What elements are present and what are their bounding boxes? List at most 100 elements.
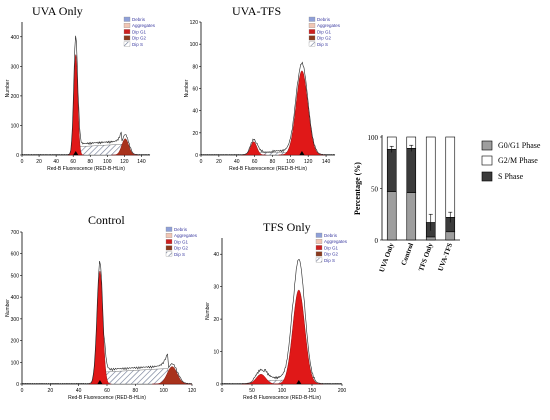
x-tick-label: 100: [103, 159, 112, 165]
dip-g1-peak: [241, 141, 267, 156]
legend-label: Dip G2: [174, 246, 189, 251]
legend-label: Dip G1: [174, 239, 189, 244]
histogram-outline: [21, 261, 193, 385]
legend-label: Aggregates: [324, 239, 348, 244]
y-tick-label: 100: [11, 123, 20, 129]
x-tick-label: 200: [338, 388, 347, 394]
panel-title: UVA Only: [32, 4, 83, 18]
y-tick-label: 300: [11, 317, 20, 323]
y-tick-label: 100: [368, 134, 379, 142]
y-tick-label: 200: [11, 94, 20, 100]
dip-s-area: [103, 368, 169, 385]
legend-label: Dip S: [317, 42, 328, 47]
legend-swatch: [308, 35, 316, 41]
x-tick-label: 0: [21, 159, 24, 165]
legend-label: Dip G2: [324, 252, 339, 257]
x-tick-label: 40: [234, 159, 240, 165]
y-tick-label: 0: [16, 382, 19, 388]
y-tick-label: 100: [11, 360, 20, 366]
legend-label: Dip G2: [317, 36, 332, 41]
y-tick-label: 0: [375, 237, 379, 245]
x-tick-label: 60: [104, 388, 110, 394]
peak-marker: [299, 151, 305, 155]
x-tick-label: 60: [70, 159, 76, 165]
dip-g1-peak: [88, 270, 112, 385]
peak-marker: [73, 151, 79, 155]
x-tick-label: 120: [304, 159, 313, 165]
x-tick-label: 140: [137, 159, 146, 165]
legend-swatch: [165, 239, 173, 245]
legend-swatch: [165, 226, 173, 232]
histogram-panel: UVA-TFS 0 20 40 60 80 100 120 0 20 40 60 80 100 120 140…: [184, 4, 341, 172]
legend-swatch: [123, 29, 131, 35]
bar-segment: [386, 191, 397, 241]
x-tick-label: 100: [286, 159, 295, 165]
x-tick-label: 20: [216, 159, 222, 165]
dip-g1-peak: [67, 53, 84, 156]
dip-s-area: [78, 144, 123, 156]
category-label: UVA Only: [378, 241, 396, 273]
y-axis-label: Number: [5, 299, 11, 317]
legend-label: Dip G1: [132, 29, 147, 34]
x-axis-label: Red-B Fluorescence (RED-B-HLin): [229, 166, 307, 172]
y-tick-label: 30: [213, 285, 219, 291]
y-tick-label: 700: [11, 230, 20, 236]
x-tick-label: 40: [76, 388, 82, 394]
bar-segment: [425, 136, 436, 223]
legend-swatch: [315, 251, 323, 257]
legend-label: G2/M Phase: [498, 156, 538, 165]
y-tick-label: 200: [11, 339, 20, 345]
dip-g2-peak: [274, 289, 323, 385]
legend-swatch: [481, 155, 493, 166]
category-label: Control: [400, 242, 415, 267]
legend-swatch: [315, 257, 323, 263]
y-axis-label: Number: [205, 302, 211, 320]
y-tick-label: 300: [11, 64, 20, 70]
legend-swatch: [165, 245, 173, 251]
legend-label: Debris: [174, 227, 188, 232]
y-tick-label: 80: [192, 64, 198, 70]
y-axis-label: Number: [184, 79, 190, 97]
y-tick-label: 20: [213, 317, 219, 323]
histogram-panel: TFS Only 0 10 20 30 40 0 50 100 150 200 Red-B Fluor…: [205, 220, 348, 401]
legend-label: Dip G1: [324, 245, 339, 250]
legend-label: Aggregates: [174, 233, 198, 238]
legend-swatch: [481, 171, 493, 182]
stacked-bar-chart: 0 50 100 Percentage (%) UVA Only Control TFS O…: [353, 134, 541, 273]
dip-g2-peak: [111, 138, 140, 156]
legend-label: Debris: [317, 17, 331, 22]
bar-segment: [386, 149, 397, 192]
legend-swatch: [123, 16, 131, 22]
x-tick-label: 80: [270, 159, 276, 165]
legend-swatch: [308, 16, 316, 22]
panel-title: TFS Only: [263, 220, 311, 234]
x-tick-label: 140: [322, 159, 331, 165]
x-tick-label: 0: [221, 388, 224, 394]
histogram-panel: Control 0 100 200 300 400 500 600 700 0 20 40 60 80 10…: [5, 213, 198, 401]
x-axis-label: Red-B Fluorescence (RED-B-HLin): [47, 166, 125, 172]
y-tick-label: 600: [11, 252, 20, 258]
y-tick-label: 400: [11, 35, 20, 41]
category-label: TFS Only: [417, 241, 435, 272]
bar-segment: [445, 136, 456, 218]
legend-swatch: [165, 233, 173, 238]
legend-label: G0/G1 Phase: [498, 141, 541, 150]
legend-label: Debris: [324, 233, 338, 238]
panel-title: UVA-TFS: [232, 4, 281, 18]
y-tick-label: 40: [192, 109, 198, 115]
x-tick-label: 20: [48, 388, 54, 394]
bar-segment: [406, 148, 417, 193]
y-tick-label: 400: [11, 295, 20, 301]
y-tick-label: 0: [16, 153, 19, 159]
histogram-outline: [221, 259, 343, 385]
legend-swatch: [315, 239, 323, 244]
x-tick-label: 100: [159, 388, 168, 394]
y-tick-label: 10: [213, 350, 219, 356]
x-axis-label: Red-B Fluorescence (RED-B-HLin): [243, 395, 321, 401]
x-axis-label: Red-B Fluorescence (RED-B-HLin): [68, 395, 146, 401]
legend-label: Dip S: [324, 258, 335, 263]
legend-label: S Phase: [498, 172, 524, 181]
x-tick-label: 120: [188, 388, 197, 394]
y-tick-label: 100: [190, 42, 199, 48]
